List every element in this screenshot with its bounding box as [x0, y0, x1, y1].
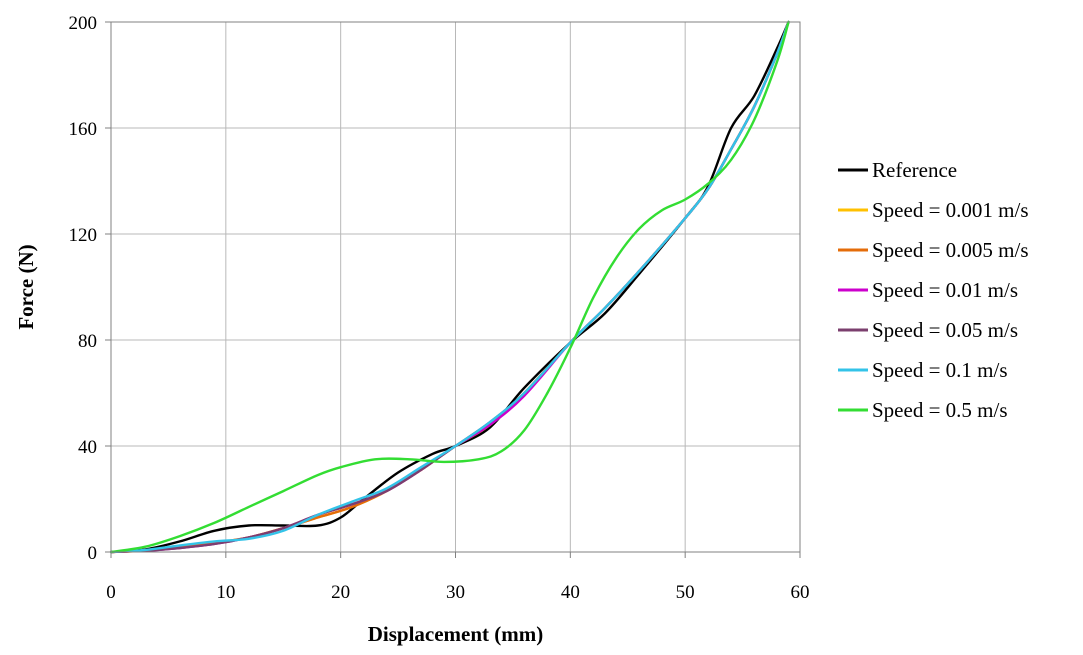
series-line-3 [109, 20, 790, 554]
y-axis-title: Force (N) [14, 244, 38, 329]
series-line-4 [109, 20, 790, 554]
legend-label: Speed = 0.1 m/s [872, 358, 1008, 382]
legend-label: Reference [872, 158, 957, 182]
series-line-5 [109, 20, 790, 554]
legend-label: Speed = 0.05 m/s [872, 318, 1018, 342]
y-axis-ticks: 0 40 80 120 160 200 [69, 13, 111, 564]
x-axis-title: Displacement (mm) [368, 622, 544, 646]
series-line-0 [109, 20, 790, 554]
x-tick-label: 20 [331, 582, 350, 603]
x-tick-label: 30 [446, 582, 465, 603]
y-tick-label: 200 [69, 13, 98, 34]
x-tick-label: 0 [106, 582, 116, 603]
y-tick-label: 160 [69, 119, 98, 140]
legend-item: Speed = 0.005 m/s [838, 238, 1029, 262]
y-tick-label: 0 [88, 543, 98, 564]
grid [110, 21, 801, 553]
x-tick-label: 60 [791, 582, 810, 603]
x-tick-label: 50 [676, 582, 695, 603]
legend-item: Speed = 0.1 m/s [838, 358, 1008, 382]
legend-label: Speed = 0.5 m/s [872, 398, 1008, 422]
legend-item: Speed = 0.05 m/s [838, 318, 1018, 342]
legend-label: Speed = 0.01 m/s [872, 278, 1018, 302]
series-line-2 [109, 20, 790, 554]
legend-item: Speed = 0.5 m/s [838, 398, 1008, 422]
x-axis-ticks: 0 10 20 30 40 50 60 [106, 552, 810, 603]
x-tick-label: 40 [561, 582, 580, 603]
y-tick-label: 80 [78, 331, 97, 352]
legend-item: Speed = 0.01 m/s [838, 278, 1018, 302]
x-tick-label: 10 [216, 582, 235, 603]
legend-label: Speed = 0.005 m/s [872, 238, 1029, 262]
series-line-6 [109, 20, 790, 554]
legend-item: Speed = 0.001 m/s [838, 198, 1029, 222]
legend-item: Reference [838, 158, 957, 182]
series-layer [109, 20, 790, 554]
legend: Reference Speed = 0.001 m/s Speed = 0.005 … [838, 158, 1029, 422]
series-line-1 [109, 20, 790, 554]
legend-label: Speed = 0.001 m/s [872, 198, 1029, 222]
y-tick-label: 40 [78, 437, 97, 458]
y-tick-label: 120 [69, 225, 98, 246]
